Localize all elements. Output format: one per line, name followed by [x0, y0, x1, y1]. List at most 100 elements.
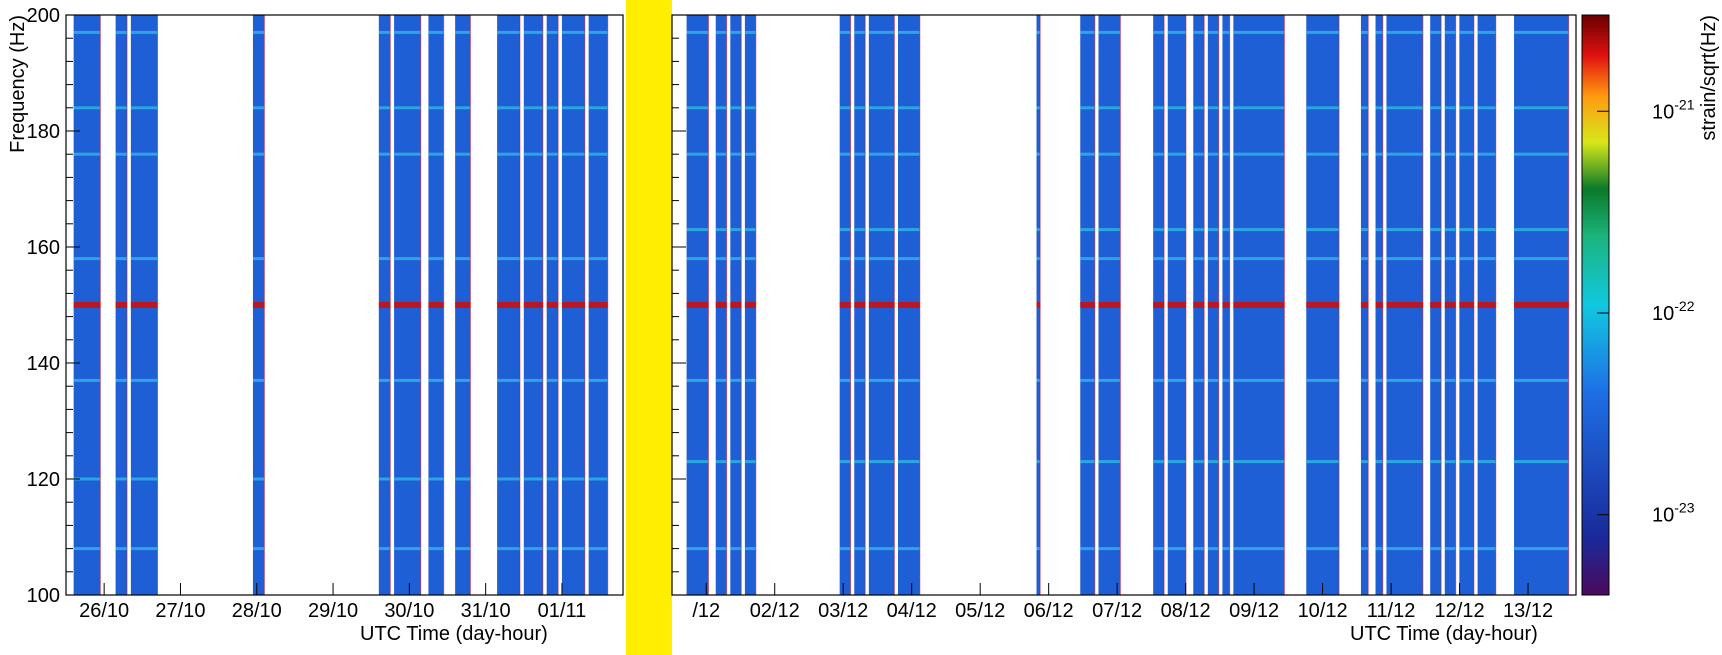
- spectral-line: [715, 302, 727, 308]
- spectral-line: [715, 257, 727, 261]
- spectral-line: [744, 30, 756, 34]
- spectral-line: [252, 477, 265, 481]
- spectral-line: [1360, 460, 1369, 464]
- x-tick-label: 28/10: [232, 600, 282, 622]
- spectral-line: [1222, 378, 1230, 382]
- spectral-line: [1036, 302, 1041, 308]
- spectral-line: [1477, 228, 1496, 232]
- spectral-line: [898, 378, 920, 382]
- spectral-line: [130, 106, 158, 110]
- spectral-line: [1036, 547, 1041, 551]
- spectral-line: [1207, 378, 1219, 382]
- spectral-line: [428, 257, 444, 261]
- spectral-line: [1306, 106, 1340, 110]
- spectral-line: [686, 152, 709, 156]
- spectral-line: [1036, 378, 1041, 382]
- spectral-line: [686, 30, 709, 34]
- spectral-line: [1459, 106, 1474, 110]
- spectral-line: [898, 152, 920, 156]
- spectral-line: [1207, 257, 1219, 261]
- spectral-line: [1514, 302, 1569, 308]
- spectral-line: [868, 152, 895, 156]
- spectral-line: [455, 547, 471, 551]
- spectral-line: [561, 547, 585, 551]
- spectral-line: [1444, 378, 1456, 382]
- spectral-line: [1430, 30, 1442, 34]
- spectral-line: [1360, 152, 1369, 156]
- spectral-line: [1306, 547, 1340, 551]
- spectral-line: [1080, 547, 1095, 551]
- spectral-line: [1430, 257, 1442, 261]
- spectral-line: [744, 228, 756, 232]
- spectral-line: [898, 547, 920, 551]
- spectral-line: [1193, 378, 1205, 382]
- spectral-line: [839, 302, 851, 308]
- spectral-line: [1153, 547, 1165, 551]
- spectral-line: [252, 30, 265, 34]
- spectral-line: [588, 302, 608, 308]
- spectral-line: [588, 257, 608, 261]
- spectral-line: [839, 257, 851, 261]
- spectral-line: [1233, 460, 1285, 464]
- spectral-line: [1193, 106, 1205, 110]
- spectral-line: [561, 378, 585, 382]
- y-tick-label: 160: [27, 237, 60, 259]
- spectral-line: [115, 302, 128, 308]
- spectral-line: [1306, 30, 1340, 34]
- left-plot-frame: [65, 14, 624, 596]
- spectral-line: [1080, 106, 1095, 110]
- spectral-line: [1306, 152, 1340, 156]
- colorbar-ticks: 10-21 10-22 10-23: [1597, 96, 1695, 527]
- spectral-line: [394, 152, 421, 156]
- spectral-line: [523, 152, 543, 156]
- spectral-line: [1444, 257, 1456, 261]
- spectral-line: [1080, 228, 1095, 232]
- x-tick-label: 01/11: [538, 600, 587, 622]
- spectral-line: [1306, 257, 1340, 261]
- spectral-line: [730, 460, 742, 464]
- spectral-line: [1444, 547, 1456, 551]
- spectral-line: [394, 257, 421, 261]
- x-tick-label: 10/12: [1298, 600, 1348, 622]
- spectral-line: [1459, 547, 1474, 551]
- spectral-line: [1193, 30, 1205, 34]
- spectral-line: [1477, 152, 1496, 156]
- spectral-line: [1098, 106, 1121, 110]
- spectral-line: [730, 228, 742, 232]
- spectral-line: [523, 378, 543, 382]
- spectral-line: [1098, 30, 1121, 34]
- spectral-line: [1306, 460, 1340, 464]
- spectral-line: [898, 106, 920, 110]
- spectral-line: [378, 547, 391, 551]
- spectral-line: [523, 477, 543, 481]
- spectral-line: [1080, 30, 1095, 34]
- spectral-line: [1430, 302, 1442, 308]
- spectral-line: [1477, 547, 1496, 551]
- spectral-line: [1207, 106, 1219, 110]
- colorbar-gradient: [1581, 14, 1610, 596]
- spectral-line: [130, 477, 158, 481]
- right-plot-frame: [671, 14, 1577, 596]
- left-spectrogram-panel: 100 120 140 160 180 200 26/10 27/10 28/10 29/10 3…: [7, 5, 624, 645]
- colorbar: 10-21 10-22 10-23 strain/sqrt(Hz): [1581, 14, 1720, 596]
- spectral-line: [1233, 106, 1285, 110]
- spectral-line: [744, 547, 756, 551]
- spectral-line: [428, 477, 444, 481]
- spectral-line: [715, 106, 727, 110]
- spectral-line: [730, 378, 742, 382]
- spectral-line: [455, 302, 471, 308]
- spectral-line: [497, 477, 520, 481]
- spectral-line: [1459, 228, 1474, 232]
- spectral-line: [715, 152, 727, 156]
- spectral-line: [523, 302, 543, 308]
- spectral-line: [1459, 257, 1474, 261]
- spectral-line: [1375, 152, 1383, 156]
- spectral-line: [428, 106, 444, 110]
- spectral-line: [730, 106, 742, 110]
- spectral-line: [252, 378, 265, 382]
- spectral-line: [1233, 228, 1285, 232]
- spectral-line: [546, 152, 559, 156]
- spectral-line: [1360, 547, 1369, 551]
- spectral-line: [686, 378, 709, 382]
- spectral-line: [1167, 460, 1186, 464]
